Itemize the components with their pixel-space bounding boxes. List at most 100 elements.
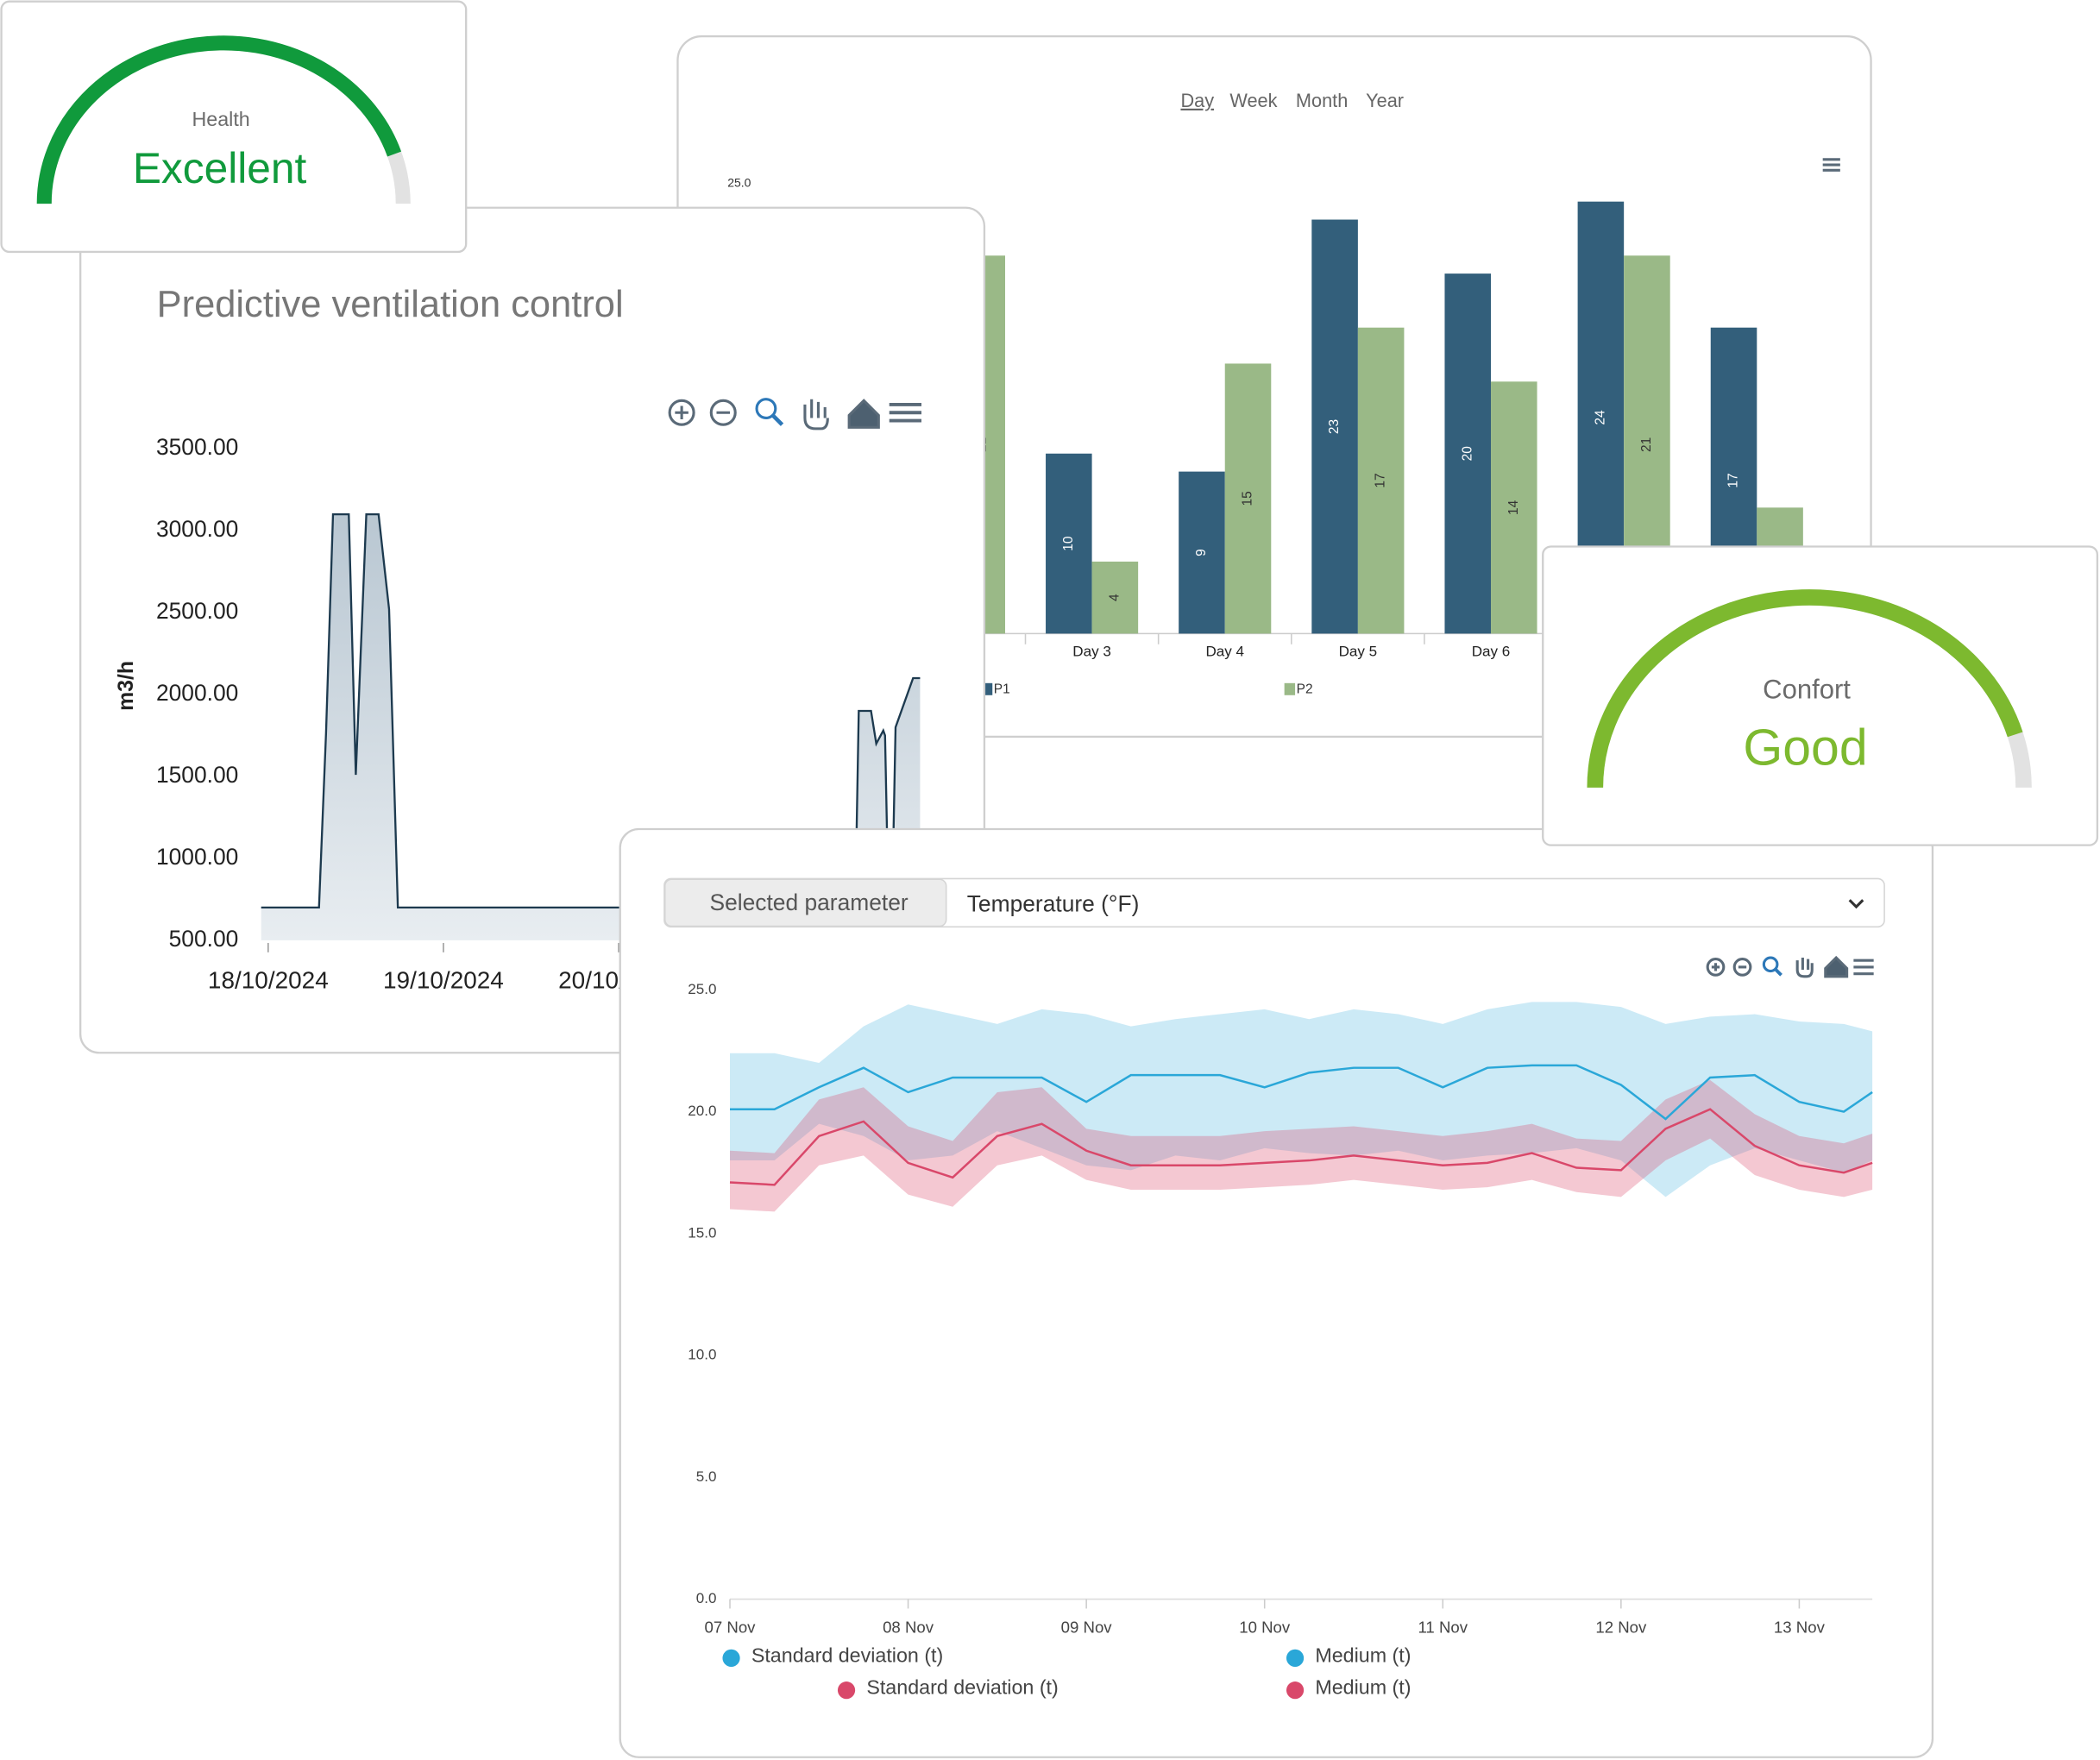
zoom[interactable] <box>1762 956 1779 973</box>
y-tick-label: 3500.00 <box>156 434 238 460</box>
y-tick-label: 3000.00 <box>156 516 238 542</box>
bar-value-label: 17 <box>1726 473 1741 487</box>
y-tick-label: 1500.00 <box>156 762 238 788</box>
y-tick-label: 25.0 <box>688 981 716 997</box>
bar <box>1224 363 1272 634</box>
bar <box>1311 219 1358 634</box>
toolbar <box>668 398 921 431</box>
bar-value-label: 14 <box>1506 500 1521 515</box>
home[interactable] <box>1824 955 1849 978</box>
x-tick-label: 07 Nov <box>705 1619 757 1637</box>
y-tick-label: 0.0 <box>696 1590 717 1606</box>
legend-dot <box>722 1649 740 1667</box>
zoom-in[interactable] <box>668 399 695 426</box>
bar <box>1046 453 1092 634</box>
selector-label-box <box>663 878 947 927</box>
x-tick-label: 08 Nov <box>883 1619 934 1637</box>
bar-value-label: 23 <box>1327 419 1342 434</box>
gauge-value-label: Good <box>1743 720 1867 776</box>
toolbar <box>1706 955 1874 978</box>
chevron[interactable] <box>1848 899 1864 909</box>
deviation-band <box>730 1079 1873 1212</box>
bar-value-label: 17 <box>1374 473 1388 487</box>
selector-value[interactable]: Temperature (°F) <box>967 890 1140 916</box>
y-axis-label: m3/h <box>115 661 138 711</box>
zoom-out[interactable] <box>1732 958 1752 977</box>
bar <box>1179 471 1225 634</box>
x-tick-label: Day 5 <box>1339 644 1378 660</box>
legend-dot <box>1286 1681 1305 1700</box>
period-tab[interactable]: Week <box>1229 90 1277 111</box>
chart-title: Predictive ventilation control <box>157 284 624 325</box>
period-tab[interactable]: Day <box>1180 90 1214 111</box>
panel-frame <box>1542 545 2099 846</box>
y-tick-label: 2500.00 <box>156 598 238 624</box>
medium-line <box>729 1108 1873 1186</box>
panel-frame <box>619 827 1934 1758</box>
y-tick-label: 2000.00 <box>156 680 238 706</box>
y-tick-label: 500.00 <box>169 926 239 952</box>
period-tab[interactable]: Month <box>1296 90 1348 111</box>
zoom[interactable] <box>755 398 777 420</box>
health-panel: Health Excellent <box>0 0 468 254</box>
bar <box>1357 327 1405 634</box>
bar-value-label: 15 <box>1241 491 1255 506</box>
y-tick-label: 1000.00 <box>156 844 238 870</box>
bar-value-label: 4 <box>1107 594 1122 601</box>
legend-dot <box>837 1681 856 1700</box>
x-tick-label: 09 Nov <box>1061 1619 1113 1637</box>
confort-panel: Confort Good <box>1542 545 2099 846</box>
bar-value-label: 9 <box>1194 549 1209 556</box>
x-tick-label: 19/10/2024 <box>383 966 504 993</box>
menu[interactable] <box>1853 959 1874 976</box>
menu[interactable] <box>889 402 921 423</box>
home[interactable] <box>847 399 880 429</box>
gauge-value <box>1587 589 2023 788</box>
legend-label[interactable]: Medium (t) <box>1315 1644 1411 1666</box>
legend-label[interactable]: P1 <box>994 682 1010 697</box>
x-tick-label: 12 Nov <box>1595 1619 1647 1637</box>
period-tab[interactable]: Year <box>1366 90 1404 111</box>
gauge-value-label: Excellent <box>133 144 307 192</box>
x-tick-label: 10 Nov <box>1239 1619 1291 1637</box>
area-line <box>261 512 921 909</box>
x-tick-label: 18/10/2024 <box>208 966 329 993</box>
legend-swatch <box>1284 682 1296 695</box>
area-fill <box>261 514 921 940</box>
bar <box>1444 273 1492 634</box>
x-tick-label: Day 4 <box>1205 644 1244 660</box>
zoom-out[interactable] <box>709 399 737 426</box>
x-tick-label: Day 6 <box>1472 644 1511 660</box>
zoom-in[interactable] <box>1706 958 1726 977</box>
y-tick-label: 20.0 <box>688 1103 716 1119</box>
y-tick-label: 15.0 <box>688 1224 716 1241</box>
panel-frame <box>0 0 468 254</box>
bar-value-label: 21 <box>1639 437 1654 452</box>
x-tick-label: 13 Nov <box>1774 1619 1826 1637</box>
legend-dot <box>1286 1649 1305 1667</box>
pan[interactable] <box>1795 958 1814 978</box>
medium-line <box>730 1064 1873 1121</box>
bar-value-label: 20 <box>1460 446 1474 462</box>
legend-label[interactable]: Standard deviation (t) <box>751 1644 943 1666</box>
bar <box>1491 381 1537 634</box>
gauge-title: Confort <box>1763 674 1851 704</box>
band-panel: Selected parameter Temperature (°F) 0.0 5.0… <box>619 827 1934 1758</box>
y-tick-label: 25.0 <box>727 175 751 189</box>
y-tick-label: 5.0 <box>696 1468 717 1485</box>
y-tick-label: 10.0 <box>688 1347 716 1363</box>
selector-label: Selected parameter <box>709 889 908 915</box>
bar <box>1091 561 1139 634</box>
bar-value-label: 24 <box>1593 410 1607 425</box>
legend-label[interactable]: P2 <box>1297 682 1313 697</box>
legend-label[interactable]: Standard deviation (t) <box>866 1676 1058 1699</box>
x-tick-label: 11 Nov <box>1418 1619 1468 1637</box>
menu-icon[interactable] <box>1822 158 1840 172</box>
gauge-title: Health <box>192 108 249 130</box>
x-tick-label: Day 3 <box>1072 644 1111 660</box>
legend-label[interactable]: Medium (t) <box>1315 1676 1411 1699</box>
pan[interactable] <box>803 399 829 431</box>
gauge-value <box>36 35 402 204</box>
